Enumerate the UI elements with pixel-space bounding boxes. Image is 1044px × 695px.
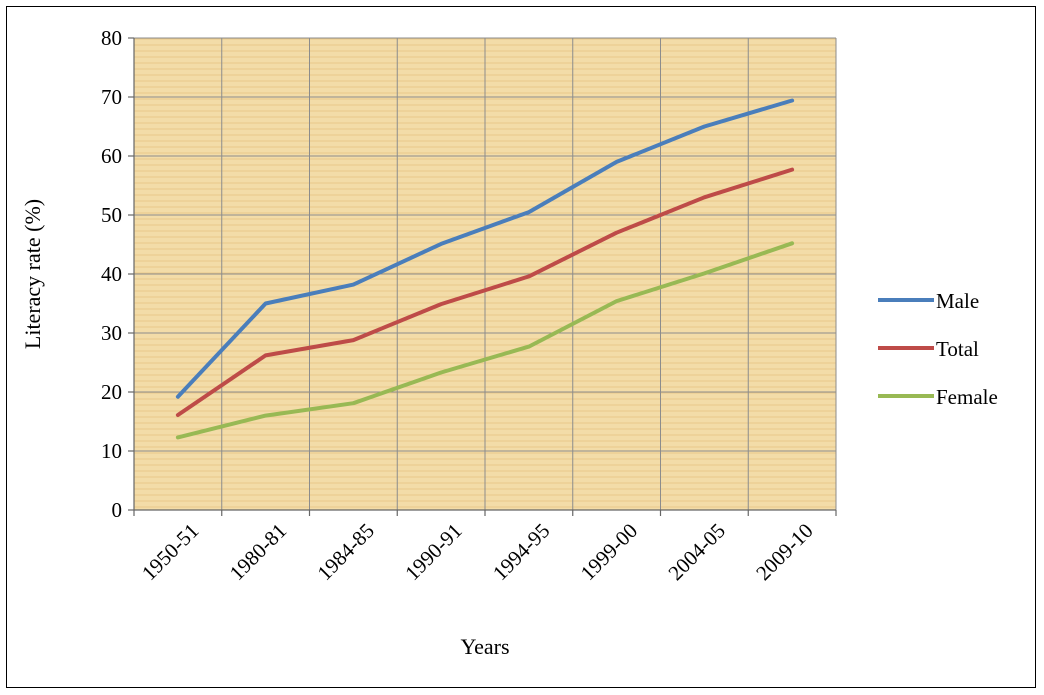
- y-tick-label: 40: [101, 262, 122, 286]
- y-tick-label: 0: [112, 498, 123, 522]
- y-tick-label: 50: [101, 203, 122, 227]
- y-tick-label: 60: [101, 144, 122, 168]
- x-tick-label: 1980-81: [225, 519, 291, 585]
- y-tick-label: 80: [101, 26, 122, 50]
- legend-label-total: Total: [936, 337, 979, 361]
- x-tick-label: 2004-05: [663, 519, 729, 585]
- y-tick-label: 30: [101, 321, 122, 345]
- x-tick-label: 2009-10: [751, 519, 817, 585]
- y-tick-label: 70: [101, 85, 122, 109]
- y-axis-title: Literacy rate (%): [20, 199, 45, 349]
- y-tick-label: 10: [101, 439, 122, 463]
- y-tick-label: 20: [101, 380, 122, 404]
- series-lines: [175, 98, 795, 440]
- gridlines: [133, 37, 837, 511]
- x-tick-label: 1990-91: [400, 519, 466, 585]
- legend-label-male: Male: [936, 289, 979, 313]
- x-tick-label: 1999-00: [576, 519, 642, 585]
- series-line-total: [175, 167, 795, 417]
- x-tick-label: 1984-85: [312, 519, 378, 585]
- series-line-female: [175, 241, 795, 440]
- x-tick-label: 1950-51: [137, 519, 203, 585]
- legend: Male Total Female: [878, 289, 998, 409]
- x-axis-title: Years: [460, 634, 509, 659]
- axes: [128, 37, 837, 516]
- legend-label-female: Female: [936, 385, 998, 409]
- series-line-male: [175, 98, 795, 399]
- x-tick-label: 1994-95: [488, 519, 554, 585]
